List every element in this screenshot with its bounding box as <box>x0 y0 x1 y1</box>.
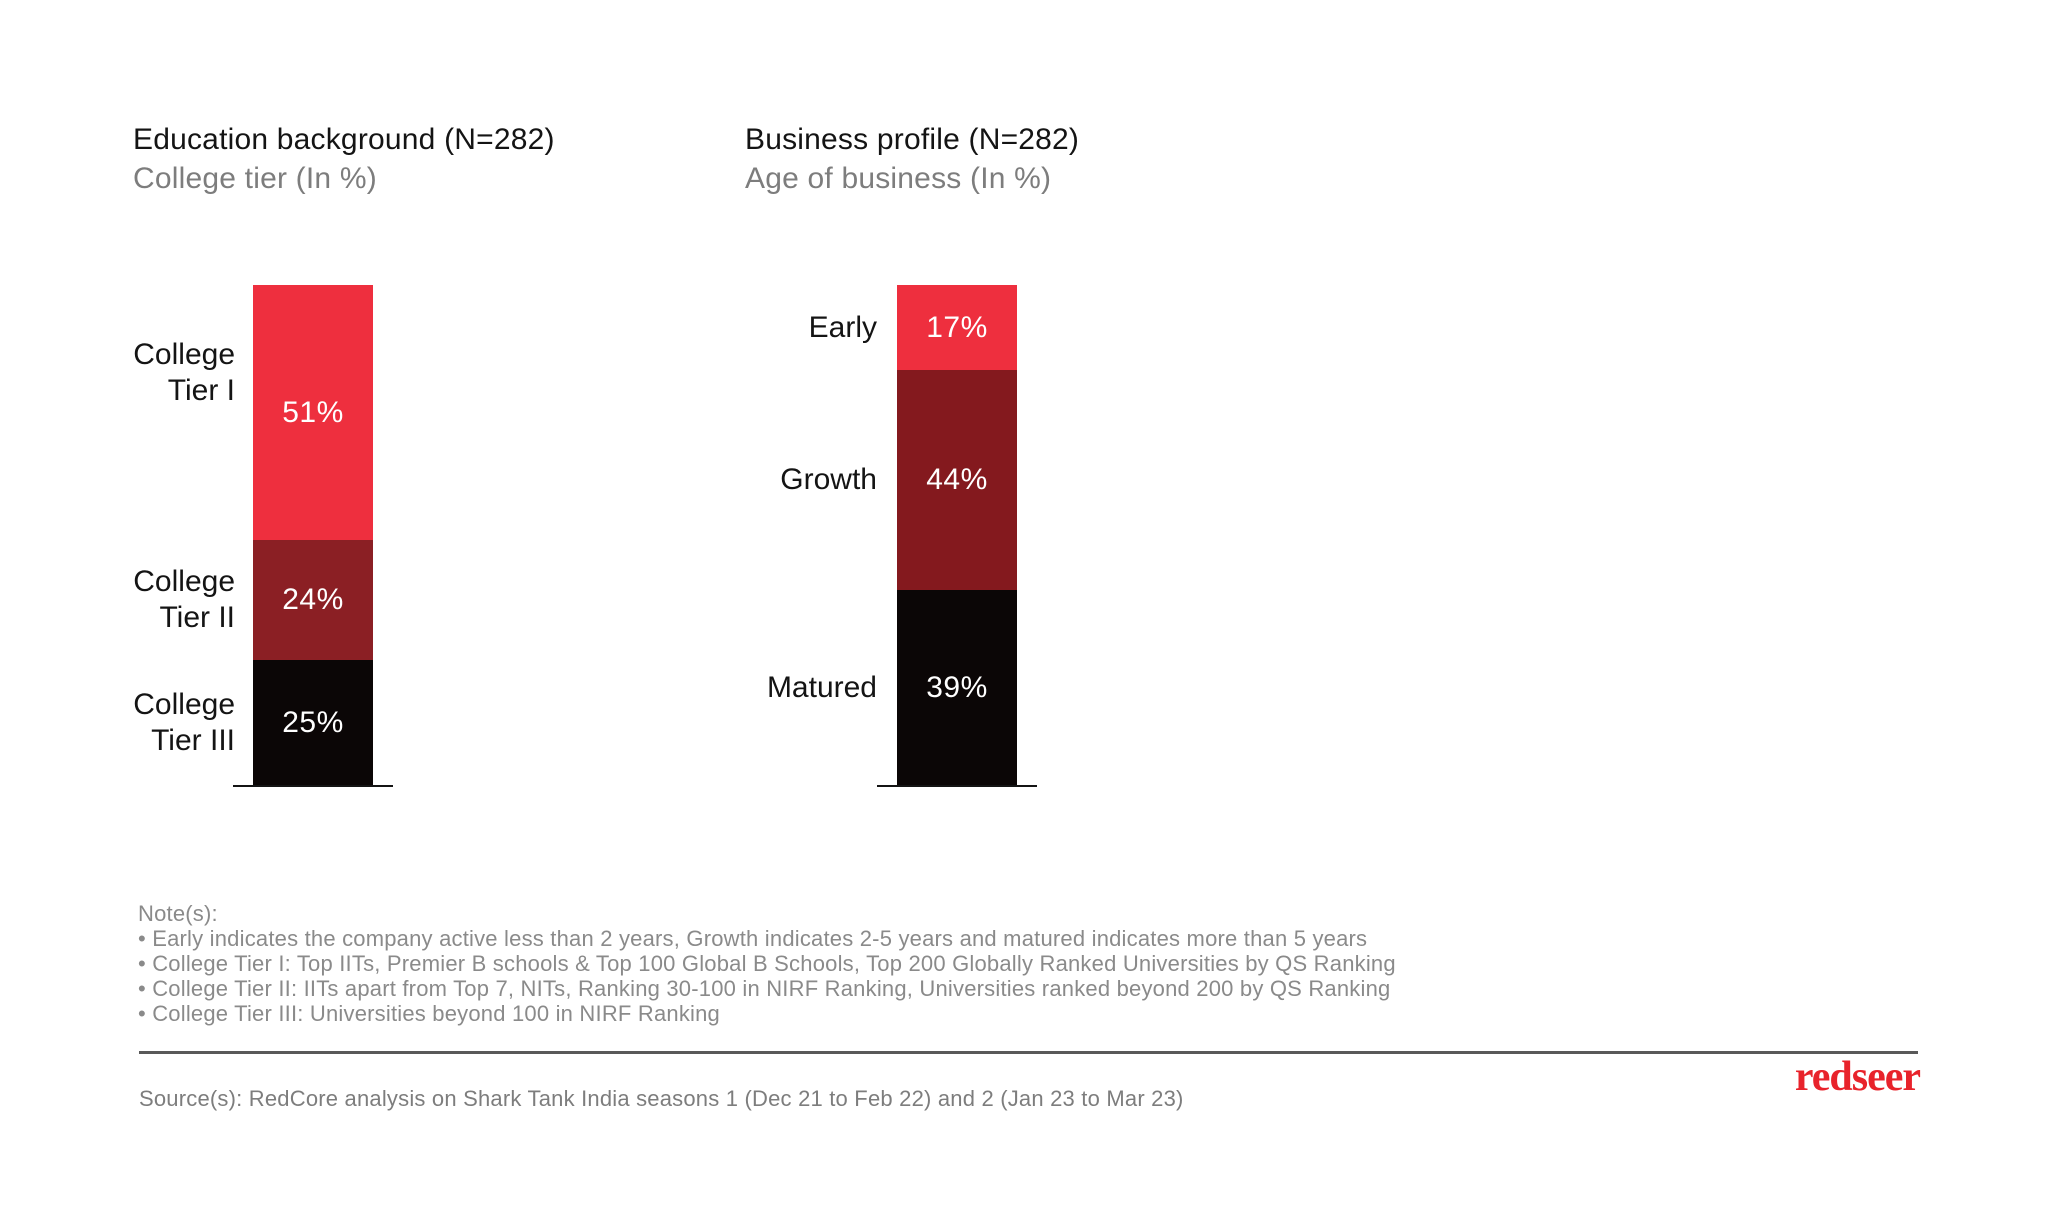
education-chart-header: Education background (N=282) College tie… <box>133 120 555 198</box>
category-label-growth: Growth <box>780 463 877 496</box>
business-chart-subtitle: Age of business (In %) <box>745 162 1052 195</box>
label-row: Growth <box>745 370 897 590</box>
category-label-matured: Matured <box>766 670 877 704</box>
bar-segment-value: 17% <box>926 310 988 344</box>
bar-segment-matured: 39% <box>897 590 1017 785</box>
note-item: • College Tier I: Top IITs, Premier B sc… <box>138 951 1396 976</box>
label-row: College Tier II <box>133 540 253 660</box>
business-chart-title: Business profile (N=282) <box>745 123 1080 156</box>
bar-segment-value: 24% <box>282 583 344 616</box>
bar-segment-value: 25% <box>282 705 344 739</box>
bar-segment-value: 44% <box>926 463 988 496</box>
notes-block: Note(s): • Early indicates the company a… <box>138 901 1396 1026</box>
label-row: Matured <box>745 590 897 785</box>
education-chart-labels: College Tier I College Tier II College T… <box>133 285 253 785</box>
source-text: Source(s): RedCore analysis on Shark Tan… <box>139 1086 1184 1111</box>
business-chart: Early Growth Matured 17% 44% 39% <box>745 285 1017 785</box>
bar-segment-college-tier-1: 51% <box>253 285 373 540</box>
education-chart-title: Education background (N=282) <box>133 123 555 156</box>
category-label-college-tier-2: College Tier II <box>133 565 235 634</box>
category-label-college-tier-1: College Tier I <box>133 337 235 407</box>
category-label-early: Early <box>808 310 877 344</box>
label-row: Early <box>745 285 897 370</box>
note-item: • College Tier II: IITs apart from Top 7… <box>138 976 1391 1001</box>
label-row: College Tier I <box>133 285 253 540</box>
business-stacked-bar: 17% 44% 39% <box>897 285 1017 785</box>
redseer-logo: redseer <box>1794 1054 1921 1100</box>
bar-segment-college-tier-2: 24% <box>253 540 373 660</box>
category-label-college-tier-3: College Tier III <box>133 687 235 757</box>
education-chart-axis-baseline <box>233 785 393 787</box>
bar-segment-early: 17% <box>897 285 1017 370</box>
bar-segment-college-tier-3: 25% <box>253 660 373 785</box>
bar-segment-value: 51% <box>282 395 344 429</box>
education-chart-subtitle: College tier (In %) <box>133 162 377 195</box>
business-chart-header: Business profile (N=282) Age of business… <box>745 120 1079 198</box>
education-chart: College Tier I College Tier II College T… <box>133 285 373 785</box>
business-chart-labels: Early Growth Matured <box>745 285 897 785</box>
business-chart-axis-baseline <box>877 785 1037 787</box>
footer-divider <box>139 1051 1918 1054</box>
education-stacked-bar: 51% 24% 25% <box>253 285 373 785</box>
note-item: • College Tier III: Universities beyond … <box>138 1001 720 1026</box>
label-row: College Tier III <box>133 660 253 785</box>
bar-segment-growth: 44% <box>897 370 1017 590</box>
note-item: • Early indicates the company active les… <box>138 926 1368 951</box>
bar-segment-value: 39% <box>926 670 988 704</box>
notes-heading: Note(s): <box>138 901 218 926</box>
